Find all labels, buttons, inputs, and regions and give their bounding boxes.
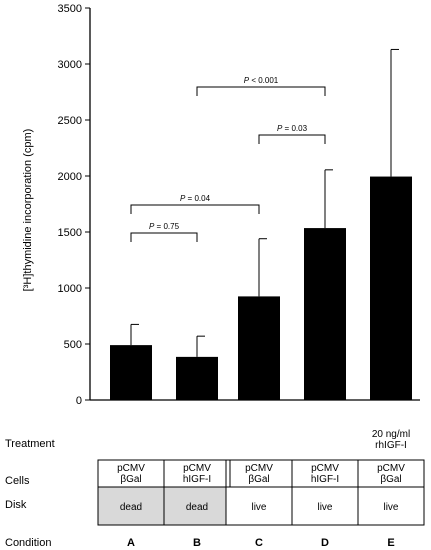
cells-value: pCMV [117, 463, 145, 474]
condition-label: B [193, 537, 201, 549]
condition-table: Treatment Cells Disk Condition 20 ng/mlr… [5, 429, 425, 549]
y-tick-label: 2000 [58, 171, 82, 183]
y-axis-label: [³H]thymidine incorporation (cpm) [22, 129, 34, 292]
disk-cell-fill [226, 487, 292, 525]
row-label-disk: Disk [5, 499, 27, 511]
significance-bracket [196, 86, 326, 96]
row-label-treatment: Treatment [5, 438, 55, 450]
condition-label: C [255, 537, 263, 549]
disk-cell-fill [292, 487, 358, 525]
bar-D [304, 228, 346, 400]
y-tick-label: 500 [64, 339, 82, 351]
p-value-label: P = 0.04 [180, 194, 211, 203]
y-tick-label: 1000 [58, 283, 82, 295]
disk-cell-fill [358, 487, 424, 525]
treatment-value: rhIGF-I [375, 440, 407, 451]
bars [110, 176, 412, 400]
cells-value: βGal [120, 474, 141, 485]
significance-bracket [258, 134, 326, 144]
cells-value: pCMV [377, 463, 405, 474]
bar-B [176, 356, 218, 400]
y-tick-label: 0 [76, 395, 82, 407]
bar-E [370, 176, 412, 400]
disk-value: dead [120, 502, 142, 513]
disk-value: live [251, 502, 266, 513]
p-value-label: P = 0.75 [149, 222, 180, 231]
condition-label: D [321, 537, 329, 549]
y-tick-label: 2500 [58, 115, 82, 127]
significance-brackets: P = 0.75 P = 0.04 P = 0.03 P < 0.001 [130, 76, 326, 242]
disk-value: live [317, 502, 332, 513]
cells-value: pCMV [245, 463, 273, 474]
condition-box [357, 459, 425, 526]
error-bars [130, 48, 399, 357]
row-label-cells: Cells [5, 475, 30, 487]
y-axis: 0 500 1000 1500 2000 2500 3000 3500 [58, 3, 420, 407]
cells-value: pCMV [311, 463, 339, 474]
y-tick-label: 3000 [58, 59, 82, 71]
y-tick-label: 3500 [58, 3, 82, 15]
disk-cell-fill [164, 487, 230, 525]
cells-value: hIGF-I [311, 474, 339, 485]
bar-C [238, 296, 280, 400]
y-tick-label: 1500 [58, 227, 82, 239]
row-label-condition: Condition [5, 537, 51, 549]
condition-label: A [127, 537, 135, 549]
cells-value: βGal [380, 474, 401, 485]
significance-bracket [130, 232, 198, 242]
significance-bracket [130, 204, 260, 214]
bar-A [110, 345, 152, 400]
cells-value: pCMV [183, 463, 211, 474]
condition-label: E [387, 537, 394, 549]
p-value-label: P < 0.001 [244, 76, 279, 85]
treatment-value: 20 ng/ml [372, 429, 410, 440]
disk-value: live [383, 502, 398, 513]
p-value-label: P = 0.03 [277, 124, 308, 133]
cells-value: hIGF-I [183, 474, 211, 485]
disk-cell-fill [98, 487, 164, 525]
cells-value: βGal [248, 474, 269, 485]
disk-value: dead [186, 502, 208, 513]
